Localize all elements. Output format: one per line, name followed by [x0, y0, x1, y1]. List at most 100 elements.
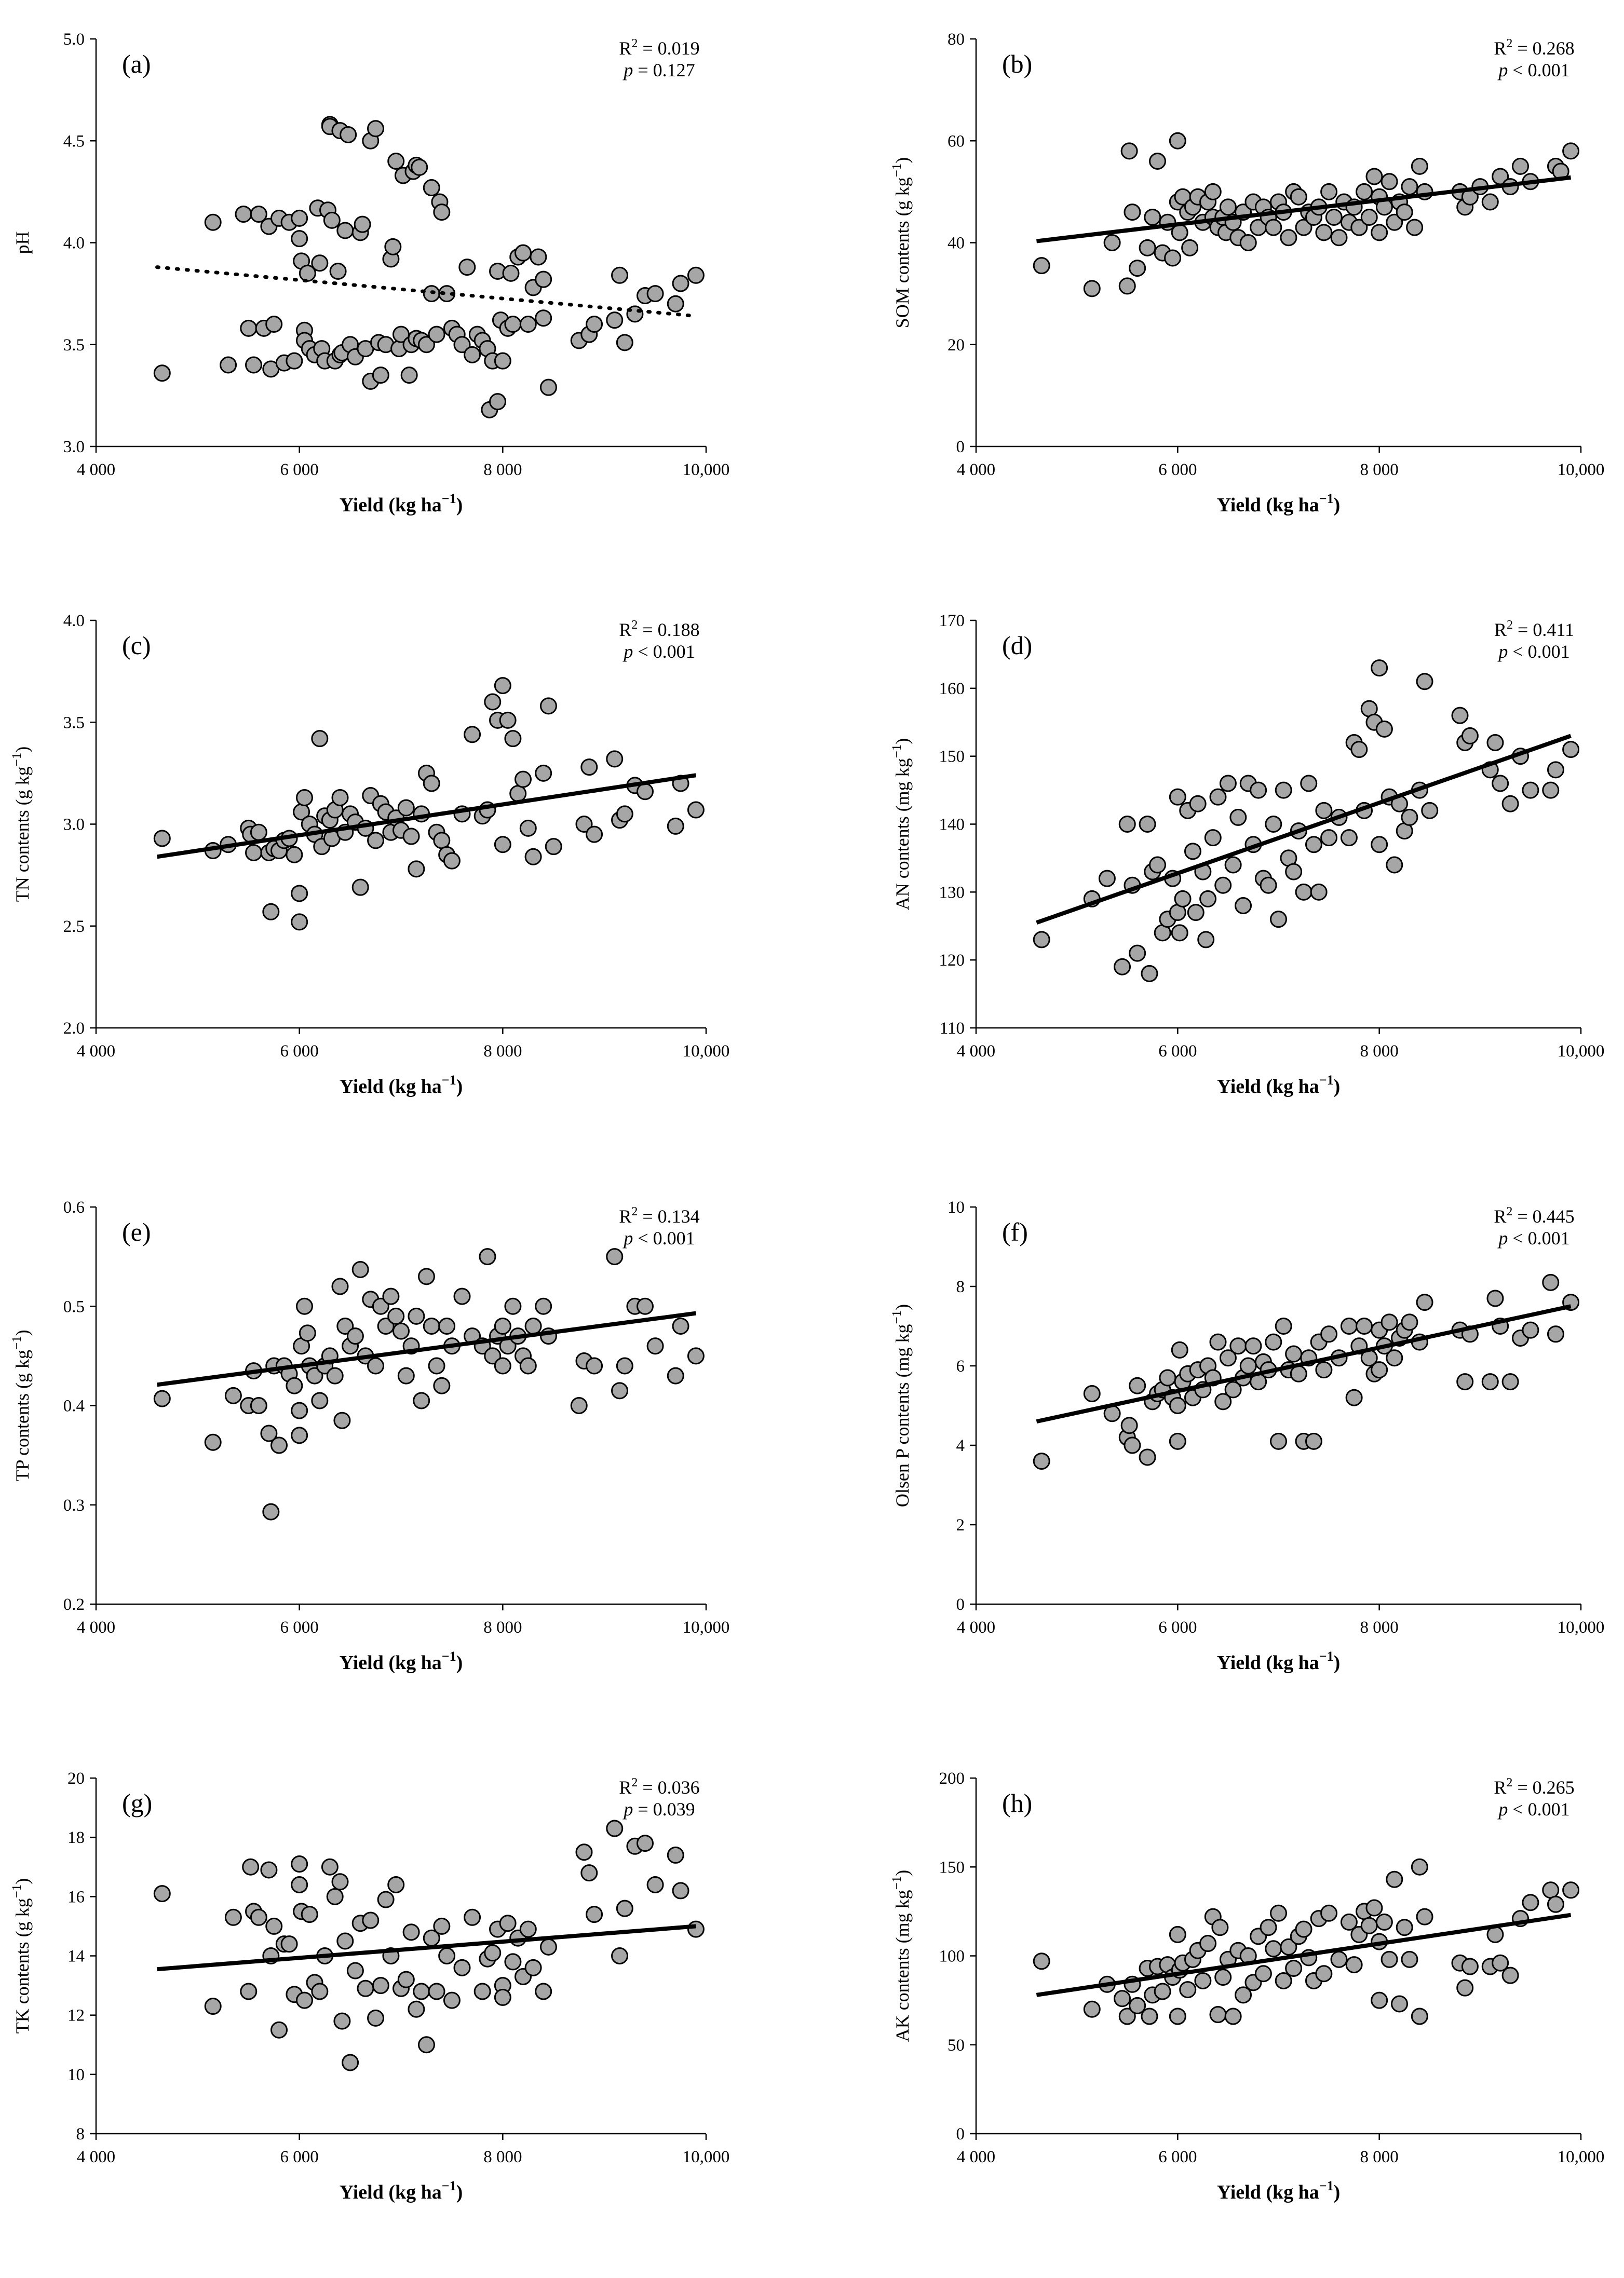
r2-equals: = [638, 38, 657, 59]
data-point [354, 215, 371, 233]
p-operator: < [1512, 1799, 1523, 1820]
data-point [535, 1297, 552, 1315]
data-point [1224, 1381, 1242, 1399]
data-point [586, 1357, 603, 1375]
data-point [539, 378, 557, 396]
data-point [260, 1861, 278, 1879]
data-point [1411, 1858, 1428, 1876]
data-point [1406, 219, 1424, 236]
x-axis-title: Yield (kg ha−1) [340, 1649, 463, 1674]
data-point [1118, 816, 1136, 833]
data-point [336, 222, 354, 239]
y-tick-label: 2 [956, 1516, 965, 1535]
data-point [1270, 1904, 1287, 1922]
data-point [586, 316, 603, 333]
x-tick-label: 8 000 [483, 2148, 522, 2166]
data-point [1254, 1965, 1272, 1983]
data-point [397, 1971, 415, 1988]
r2-equals: = [1512, 1206, 1532, 1227]
y-tick-label: 20 [67, 1769, 85, 1788]
data-point [1401, 178, 1418, 196]
data-point [1033, 1453, 1050, 1470]
panel-h: 4 000 6 000 8 000 10,000 0 50 100 150 200 Yield (… [890, 1769, 1604, 2203]
data-point [1184, 843, 1201, 860]
x-axis-title-exponent: −1 [442, 2178, 456, 2193]
data-point [1325, 208, 1343, 226]
y-axis-title-text: TN contents (g kg [12, 766, 33, 902]
data-point [1381, 1950, 1398, 1968]
p-value: 0.001 [1528, 1799, 1570, 1820]
data-point [153, 830, 171, 847]
panel-b: 4 000 6 000 8 000 10,000 0 20 40 60 80 Yield (kg … [890, 30, 1604, 516]
data-point [1179, 1981, 1197, 1999]
y-tick-label: 12 [67, 2006, 85, 2025]
r2-superscript: 2 [631, 1205, 638, 1218]
data-point [687, 266, 705, 284]
data-point [1356, 183, 1373, 200]
data-point [1330, 229, 1348, 247]
data-point [331, 1278, 349, 1295]
data-point [333, 2012, 351, 2030]
data-point [1295, 219, 1312, 236]
data-point [515, 770, 532, 788]
data-point [413, 1392, 430, 1409]
data-point [250, 1908, 267, 1926]
data-point [453, 336, 471, 354]
data-point [1396, 1919, 1413, 1936]
y-axis-title-text: AN contents (mg kg [892, 758, 913, 910]
y-axis-title: TP contents (g kg−1) [10, 1330, 33, 1481]
data-point [1171, 1341, 1188, 1359]
data-point [1149, 153, 1166, 170]
panel-label: (g) [122, 1788, 152, 1818]
data-point [502, 264, 520, 282]
y-tick-label: 4 [956, 1436, 965, 1455]
x-axis-title-text: Yield (kg ha [340, 494, 442, 516]
data-point [1164, 249, 1182, 267]
p-annotation: p = 0.039 [622, 1799, 695, 1820]
data-point [433, 1377, 451, 1394]
x-tick-label: 8 000 [483, 1042, 522, 1061]
p-symbol: p [622, 60, 633, 80]
r2-annotation: R2 = 0.019 [619, 37, 699, 59]
x-tick-label: 10,000 [1558, 460, 1605, 479]
data-point [417, 2036, 435, 2054]
data-point [479, 1248, 496, 1266]
r2-value: 0.268 [1533, 38, 1575, 59]
x-tick-label: 10,000 [683, 2148, 730, 2166]
data-point [336, 1318, 354, 1335]
data-point [428, 1357, 445, 1375]
p-annotation: p < 0.001 [622, 641, 695, 662]
data-point [1235, 1986, 1252, 2004]
y-tick-label: 60 [948, 132, 965, 151]
p-value: 0.001 [1528, 1228, 1570, 1249]
data-point [667, 817, 684, 835]
data-point [1396, 204, 1413, 221]
data-point [411, 158, 428, 176]
data-point [672, 275, 689, 292]
data-point [333, 1412, 351, 1429]
data-point [1411, 2008, 1428, 2025]
data-point [250, 206, 267, 223]
y-tick-label: 3.0 [63, 816, 85, 834]
x-tick-label: 10,000 [1558, 1618, 1605, 1637]
data-point [464, 1908, 481, 1926]
data-point [1456, 1979, 1474, 1997]
data-point [464, 346, 481, 363]
data-point [1239, 234, 1257, 251]
data-point [413, 1983, 430, 2000]
data-point [291, 230, 308, 248]
x-axis-title-exponent: −1 [1319, 2178, 1334, 2193]
data-point [240, 1983, 258, 2000]
data-point [326, 1888, 344, 1905]
data-point [1120, 142, 1138, 160]
p-space [648, 60, 653, 80]
data-point [1456, 1373, 1474, 1391]
data-point [1229, 1337, 1247, 1355]
data-point [1169, 1397, 1186, 1414]
data-point [1386, 856, 1403, 874]
y-axis-title: Olsen P contents (mg kg−1) [890, 1304, 913, 1507]
data-point [1371, 1991, 1388, 2009]
y-axis-title-close: ) [12, 1330, 33, 1336]
data-point [295, 789, 313, 806]
data-point [494, 1357, 511, 1375]
